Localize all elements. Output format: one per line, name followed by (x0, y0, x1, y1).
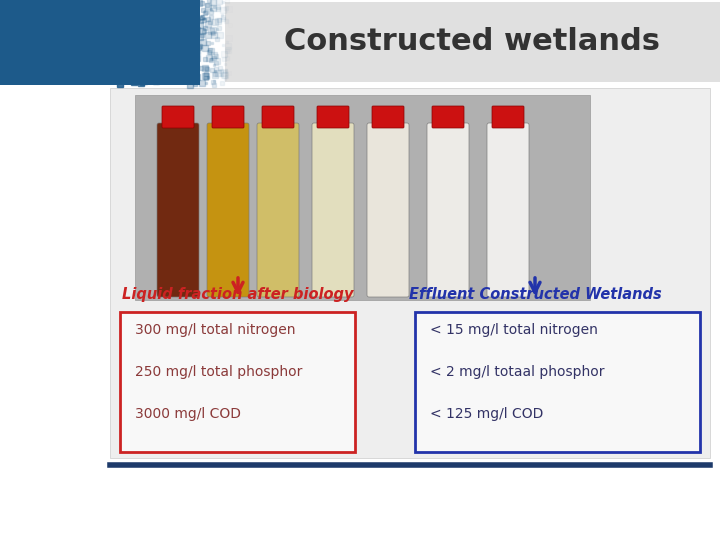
Text: < 2 mg/l totaal phosphor: < 2 mg/l totaal phosphor (430, 365, 605, 379)
FancyBboxPatch shape (257, 123, 299, 297)
FancyBboxPatch shape (432, 106, 464, 128)
FancyBboxPatch shape (492, 106, 524, 128)
Text: Effluent Constructed Wetlands: Effluent Constructed Wetlands (409, 287, 662, 302)
FancyBboxPatch shape (135, 95, 590, 300)
FancyBboxPatch shape (0, 0, 200, 85)
FancyBboxPatch shape (262, 106, 294, 128)
FancyBboxPatch shape (317, 106, 349, 128)
Text: < 15 mg/l total nitrogen: < 15 mg/l total nitrogen (430, 323, 598, 337)
FancyBboxPatch shape (110, 88, 710, 458)
FancyBboxPatch shape (367, 123, 409, 297)
FancyBboxPatch shape (415, 312, 700, 452)
Text: Constructed wetlands: Constructed wetlands (284, 28, 660, 57)
FancyBboxPatch shape (157, 123, 199, 297)
FancyBboxPatch shape (212, 106, 244, 128)
FancyBboxPatch shape (427, 123, 469, 297)
FancyBboxPatch shape (372, 106, 404, 128)
FancyBboxPatch shape (487, 123, 529, 297)
FancyBboxPatch shape (225, 2, 720, 82)
Text: 300 mg/l total nitrogen: 300 mg/l total nitrogen (135, 323, 295, 337)
FancyBboxPatch shape (312, 123, 354, 297)
FancyBboxPatch shape (207, 123, 249, 297)
Text: 3000 mg/l COD: 3000 mg/l COD (135, 407, 241, 421)
Text: 250 mg/l total phosphor: 250 mg/l total phosphor (135, 365, 302, 379)
Text: Liquid fraction after biology: Liquid fraction after biology (122, 287, 354, 302)
FancyBboxPatch shape (162, 106, 194, 128)
Text: < 125 mg/l COD: < 125 mg/l COD (430, 407, 544, 421)
FancyBboxPatch shape (120, 312, 355, 452)
